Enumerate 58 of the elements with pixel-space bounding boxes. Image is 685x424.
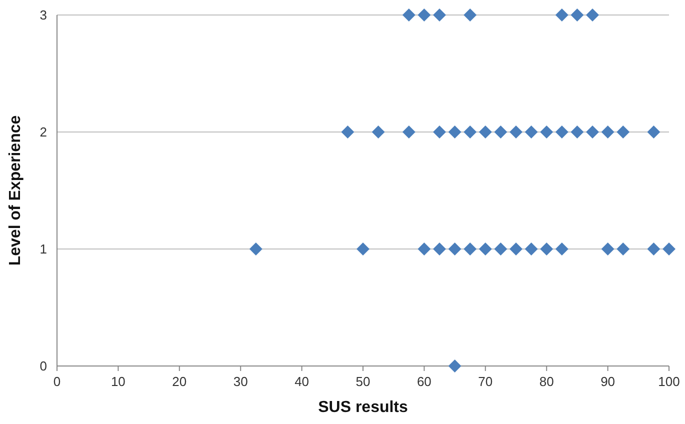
point <box>510 126 522 138</box>
point <box>662 242 676 256</box>
point <box>464 242 477 256</box>
point <box>356 242 370 256</box>
point <box>448 360 462 372</box>
y-tick-label: 1 <box>40 242 47 256</box>
point <box>570 126 584 138</box>
y-tick-label: 3 <box>40 8 47 22</box>
y-tick-label: 0 <box>40 358 47 374</box>
point <box>601 242 614 256</box>
point <box>433 242 446 256</box>
x-axis-title: SUS results <box>318 399 408 416</box>
x-tick-label: 0 <box>53 374 61 389</box>
point <box>433 126 446 138</box>
x-tick-label: 50 <box>356 374 370 389</box>
point <box>433 8 446 22</box>
point <box>524 126 538 138</box>
x-tick-label: 30 <box>233 374 248 389</box>
point <box>402 126 416 138</box>
point <box>464 126 477 138</box>
x-tick-label: 100 <box>658 374 680 389</box>
point <box>510 242 522 256</box>
y-tick-label: 2 <box>40 124 47 140</box>
point <box>555 8 568 22</box>
point <box>586 8 599 22</box>
point <box>540 242 554 256</box>
point <box>616 242 630 256</box>
x-tick-label: 10 <box>110 374 126 389</box>
point <box>555 242 568 256</box>
point <box>341 126 354 138</box>
point <box>402 8 416 22</box>
point <box>249 242 262 256</box>
x-tick-label: 60 <box>416 374 432 389</box>
x-tick-label: 80 <box>539 374 554 389</box>
x-tick-label: 20 <box>172 374 187 389</box>
point <box>494 126 508 138</box>
point <box>570 8 584 22</box>
point <box>494 242 508 256</box>
point <box>601 126 614 138</box>
point <box>448 242 462 256</box>
x-tick-label: 70 <box>478 374 493 389</box>
point <box>464 8 477 22</box>
point <box>448 126 462 138</box>
point <box>647 242 660 256</box>
point <box>540 126 554 138</box>
point <box>478 126 492 138</box>
point <box>418 8 431 22</box>
point <box>478 242 492 256</box>
x-tick-label: 90 <box>600 374 616 389</box>
point <box>586 126 599 138</box>
point <box>555 126 568 138</box>
point <box>372 126 385 138</box>
point <box>418 242 431 256</box>
point <box>647 126 660 138</box>
point <box>616 126 630 138</box>
x-tick-label: 40 <box>294 374 310 389</box>
y-axis-title: Level of Experience <box>7 115 24 266</box>
point <box>524 242 538 256</box>
